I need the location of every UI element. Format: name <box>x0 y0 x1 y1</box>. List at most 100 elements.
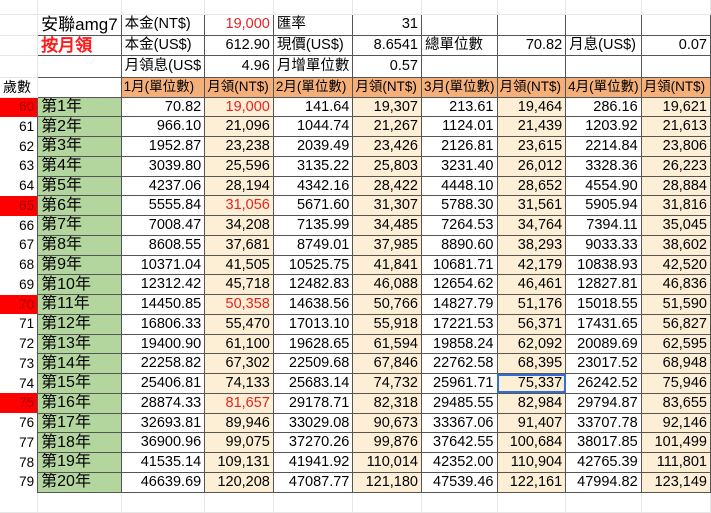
age-cell[interactable]: 68 <box>19 257 35 273</box>
year-cell[interactable]: 第4年 <box>37 155 122 177</box>
units-cell[interactable]: 15018.55 <box>565 294 642 315</box>
payout-ntd-cell[interactable]: 28,422 <box>352 175 422 197</box>
payout-ntd-cell[interactable]: 42,179 <box>496 254 567 276</box>
payout-ntd-cell[interactable]: 41,841 <box>352 254 422 276</box>
units-cell[interactable]: 22509.68 <box>272 353 354 374</box>
units-cell[interactable]: 42352.00 <box>421 452 498 473</box>
payout-ntd-cell[interactable]: 34,764 <box>496 215 567 236</box>
units-cell[interactable]: 3231.40 <box>421 155 498 177</box>
payout-ntd-cell[interactable]: 75,337 <box>496 373 567 394</box>
units-cell[interactable]: 7135.99 <box>272 215 354 236</box>
year-cell[interactable]: 第17年 <box>37 412 122 434</box>
payout-ntd-cell[interactable]: 23,806 <box>640 136 711 157</box>
units-cell[interactable]: 36900.96 <box>120 432 206 453</box>
cell[interactable] <box>352 0 422 15</box>
units-cell[interactable]: 286.16 <box>565 96 642 118</box>
units-cell[interactable]: 41535.14 <box>120 452 206 473</box>
cell[interactable] <box>204 0 274 15</box>
payout-ntd-cell[interactable]: 34,208 <box>204 215 274 236</box>
units-cell[interactable]: 29178.71 <box>272 392 354 414</box>
cell[interactable] <box>640 54 711 78</box>
units-cell[interactable]: 12654.62 <box>421 274 498 295</box>
payout-ntd-cell[interactable]: 46,836 <box>640 274 711 295</box>
payout-ntd-cell[interactable]: 46,088 <box>352 274 422 295</box>
payout-ntd-cell[interactable]: 100,684 <box>496 432 567 453</box>
monthly-dividend-label[interactable]: 月領息(US$ <box>120 54 206 78</box>
units-cell[interactable]: 47087.77 <box>272 471 354 493</box>
units-cell[interactable]: 7264.53 <box>421 215 498 236</box>
payout-ntd-cell[interactable]: 26,223 <box>640 155 711 177</box>
units-cell[interactable]: 4554.90 <box>565 175 642 197</box>
payout-ntd-cell[interactable]: 42,520 <box>640 254 711 276</box>
age-cell[interactable]: 62 <box>19 138 35 154</box>
year-cell[interactable]: 第20年 <box>37 471 122 493</box>
units-cell[interactable]: 29794.87 <box>565 392 642 414</box>
exchange-rate-label[interactable]: 匯率 <box>272 13 354 36</box>
units-cell[interactable]: 23017.52 <box>565 353 642 374</box>
units-cell[interactable]: 25683.14 <box>272 373 354 394</box>
payout-ntd-cell[interactable]: 90,673 <box>352 412 422 434</box>
payout-ntd-cell[interactable]: 34,485 <box>352 215 422 236</box>
payout-ntd-cell[interactable]: 28,884 <box>640 175 711 197</box>
units-cell[interactable]: 7008.47 <box>120 215 206 236</box>
units-cell[interactable]: 10681.71 <box>421 254 498 276</box>
cell[interactable] <box>273 0 354 15</box>
payout-ntd-cell[interactable]: 110,904 <box>496 452 567 473</box>
cell[interactable] <box>565 492 642 513</box>
payout-ntd-cell[interactable]: 31,561 <box>496 195 567 216</box>
cell[interactable] <box>37 76 122 98</box>
units-cell[interactable]: 38017.85 <box>565 432 642 453</box>
payout-ntd-cell[interactable]: 99,075 <box>204 432 274 453</box>
year-cell[interactable]: 第11年 <box>37 294 122 315</box>
payout-ntd-cell[interactable]: 120,208 <box>204 471 274 493</box>
units-cell[interactable]: 70.82 <box>120 96 206 118</box>
cell[interactable] <box>0 0 39 15</box>
units-cell[interactable]: 2214.84 <box>565 136 642 157</box>
column-header[interactable]: 4月(單位數) <box>565 76 642 98</box>
payout-ntd-cell[interactable]: 26,012 <box>496 155 567 177</box>
units-cell[interactable]: 14827.79 <box>421 294 498 315</box>
age-cell[interactable]: 69 <box>19 276 35 292</box>
cell[interactable] <box>641 0 711 15</box>
cell[interactable] <box>37 54 122 78</box>
payout-ntd-cell[interactable]: 23,615 <box>496 136 567 157</box>
units-cell[interactable]: 10525.75 <box>272 254 354 276</box>
mode-label-cell[interactable]: 按月領 <box>37 34 122 56</box>
column-header[interactable]: 1月(單位數) <box>120 76 206 98</box>
cell[interactable] <box>565 13 642 36</box>
payout-ntd-cell[interactable]: 110,014 <box>352 452 422 473</box>
units-cell[interactable]: 14638.56 <box>272 294 354 315</box>
payout-ntd-cell[interactable]: 38,602 <box>640 234 711 256</box>
payout-ntd-cell[interactable]: 19,000 <box>204 96 274 118</box>
age-cell[interactable]: 77 <box>19 434 35 450</box>
payout-ntd-cell[interactable]: 62,092 <box>496 333 567 355</box>
units-cell[interactable]: 5671.60 <box>272 195 354 216</box>
payout-ntd-cell[interactable]: 41,505 <box>204 254 274 276</box>
year-cell[interactable]: 第2年 <box>37 116 122 137</box>
units-cell[interactable]: 1124.01 <box>421 116 498 137</box>
age-cell[interactable]: 75 <box>0 393 38 413</box>
units-cell[interactable]: 25961.71 <box>421 373 498 394</box>
monthly-unit-increase-label[interactable]: 月增單位數 <box>272 54 354 78</box>
units-cell[interactable]: 16806.33 <box>120 313 206 335</box>
payout-ntd-cell[interactable]: 56,827 <box>640 313 711 335</box>
cell[interactable] <box>0 55 39 78</box>
units-cell[interactable]: 3039.80 <box>120 155 206 177</box>
payout-ntd-cell[interactable]: 19,621 <box>640 96 711 118</box>
units-cell[interactable]: 213.61 <box>421 96 498 118</box>
column-header[interactable]: 月領(NT$) <box>352 76 422 98</box>
year-cell[interactable]: 第10年 <box>37 274 122 295</box>
payout-ntd-cell[interactable]: 21,096 <box>204 116 274 137</box>
cell[interactable] <box>0 35 39 56</box>
column-header[interactable]: 月領(NT$) <box>204 76 274 98</box>
year-cell[interactable]: 第18年 <box>37 432 122 453</box>
payout-ntd-cell[interactable]: 45,718 <box>204 274 274 295</box>
monthly-interest-label[interactable]: 月息(US$) <box>565 34 642 56</box>
cell[interactable] <box>0 14 39 36</box>
year-cell[interactable]: 第15年 <box>37 373 122 394</box>
cell[interactable] <box>497 0 567 15</box>
year-cell[interactable]: 第5年 <box>37 175 122 197</box>
payout-ntd-cell[interactable]: 122,161 <box>496 471 567 493</box>
payout-ntd-cell[interactable]: 74,732 <box>352 373 422 394</box>
units-cell[interactable]: 33707.78 <box>565 412 642 434</box>
